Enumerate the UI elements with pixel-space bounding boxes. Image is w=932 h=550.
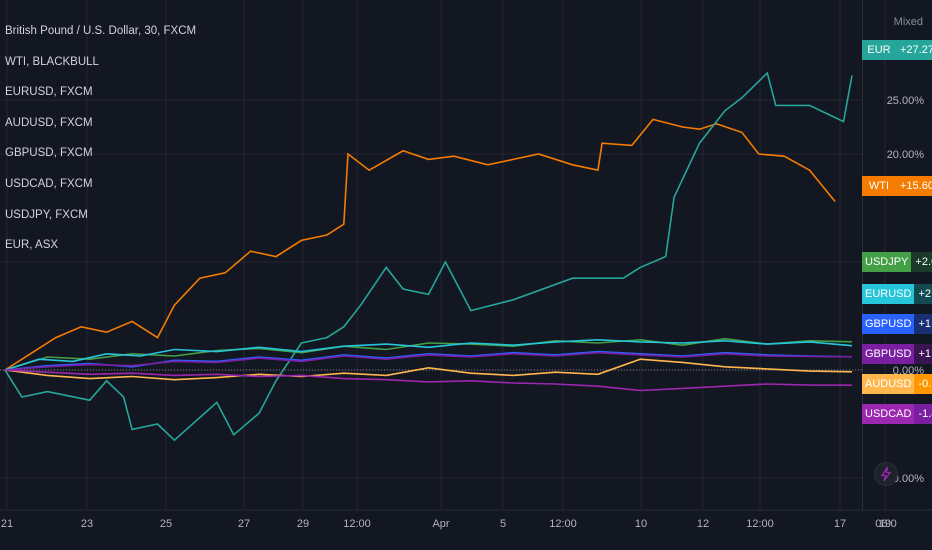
x-tick-label: 5	[500, 518, 506, 530]
price-badge-value: -1.41%	[914, 404, 932, 424]
price-badge-gbpusd: GBPUSD+1.22%	[862, 314, 932, 334]
legend-item[interactable]: EURUSD, FXCM	[5, 86, 93, 99]
legend-item[interactable]: GBPUSD, FXCM	[5, 147, 93, 160]
x-tick-label: 29	[297, 518, 309, 530]
price-badge-symbol: GBPUSD	[862, 344, 915, 364]
legend-item[interactable]: USDCAD, FXCM	[5, 177, 93, 190]
x-tick-label: 19	[879, 518, 891, 530]
legend-item[interactable]: AUDUSD, FXCM	[5, 116, 93, 129]
price-badge-eurusd: EURUSD+2.25%	[862, 284, 932, 304]
x-tick-label: 12:00	[549, 518, 577, 530]
price-badge-gbpusd: GBPUSD+1.22%	[862, 344, 932, 364]
x-tick-label: 12	[697, 518, 709, 530]
legend-item[interactable]: EUR, ASX	[5, 239, 59, 252]
price-badge-usdcad: USDCAD-1.41%	[862, 404, 932, 424]
price-badge-value: +1.22%	[914, 314, 932, 334]
x-tick-label: Apr	[432, 518, 449, 530]
price-badge-symbol: AUDUSD	[862, 374, 915, 394]
series-line-gbpusd	[4, 351, 853, 371]
price-badge-symbol: EUR	[862, 40, 896, 60]
price-badge-value: -0.17%	[914, 374, 932, 394]
x-tick-label: 25	[160, 518, 172, 530]
series-line-wti	[4, 118, 836, 371]
x-tick-label: 17	[834, 518, 846, 530]
legend-item[interactable]: USDJPY, FXCM	[5, 208, 88, 221]
legend-item[interactable]: WTI, BLACKBULL	[5, 55, 99, 68]
price-badge-value: +27.27%	[896, 40, 932, 60]
price-badge-symbol: WTI	[862, 176, 896, 196]
price-badge-symbol: GBPUSD	[862, 314, 915, 334]
lightning-icon[interactable]	[874, 462, 898, 486]
legend: British Pound / U.S. Dollar, 30, FXCM WT…	[5, 22, 196, 267]
price-badge-value: +15.60%	[896, 176, 932, 196]
scale-mode-label[interactable]: Mixed	[893, 16, 923, 28]
price-badge-symbol: USDCAD	[862, 404, 915, 424]
price-badge-wti: WTI+15.60%	[862, 176, 932, 196]
legend-item[interactable]: British Pound / U.S. Dollar, 30, FXCM	[5, 25, 197, 37]
x-tick-label: 06:0	[875, 518, 896, 530]
price-badge-usdjpy: USDJPY+2.61%	[862, 252, 932, 272]
x-tick-label: 10	[635, 518, 647, 530]
y-tick-label: 20.00%	[887, 149, 925, 161]
price-badge-value: +1.22%	[914, 344, 932, 364]
price-badge-eur: EUR+27.27%	[862, 40, 932, 60]
price-badge-symbol: EURUSD	[862, 284, 915, 304]
price-badge-audusd: AUDUSD-0.17%	[862, 374, 932, 394]
x-tick-label: 27	[238, 518, 250, 530]
price-badge-value: +2.25%	[914, 284, 932, 304]
x-tick-label: 12:00	[746, 518, 774, 530]
series-line-usdcad	[4, 369, 853, 392]
series-line-eur	[4, 71, 853, 442]
y-tick-label: 25.00%	[887, 95, 925, 107]
x-tick-label: 12:00	[343, 518, 371, 530]
price-badge-value: +2.61%	[911, 252, 932, 272]
series-line-audusd	[4, 358, 853, 381]
series-line-eurusd	[4, 338, 853, 371]
price-badge-symbol: USDJPY	[862, 252, 912, 272]
x-tick-label: 21	[1, 518, 13, 530]
x-tick-label: 23	[81, 518, 93, 530]
